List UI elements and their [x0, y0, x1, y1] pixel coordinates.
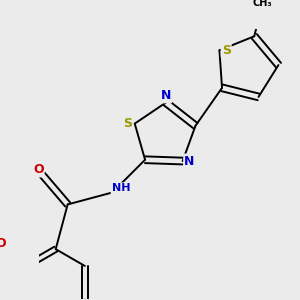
Text: O: O [33, 164, 44, 176]
Text: O: O [0, 237, 6, 250]
Text: S: S [222, 44, 231, 57]
Text: N: N [161, 89, 171, 102]
Text: NH: NH [112, 183, 130, 193]
Text: CH₃: CH₃ [253, 0, 272, 8]
Text: S: S [124, 117, 133, 130]
Text: N: N [184, 154, 195, 168]
